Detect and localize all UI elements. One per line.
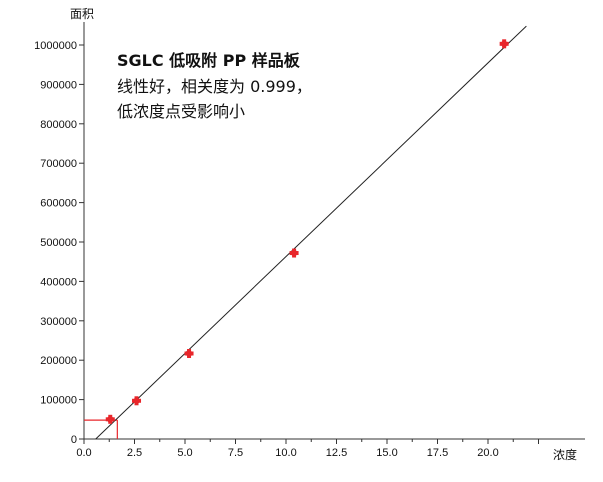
x-tick-label: 2.5: [127, 447, 142, 459]
x-axis-title: 浓度: [553, 447, 577, 462]
data-point: [499, 39, 509, 49]
x-tick-label: 0.0: [76, 447, 91, 459]
annotation-title: SGLC 低吸附 PP 样品板: [117, 51, 301, 70]
x-tick-label: 10.0: [275, 447, 296, 459]
annotation: SGLC 低吸附 PP 样品板 线性好，相关度为 0.999， 低浓度点受影响小: [117, 51, 312, 121]
y-tick-label: 300000: [40, 316, 77, 328]
x-tick-label: 7.5: [228, 447, 243, 459]
fit-line-group: [95, 25, 527, 440]
y-tick-label: 600000: [40, 198, 77, 210]
annotation-line-2: 线性好，相关度为 0.999，: [117, 77, 312, 96]
y-tick-label: 900000: [40, 79, 77, 91]
x-tick-label: 17.5: [427, 447, 448, 459]
y-tick-label: 800000: [40, 119, 77, 131]
axes: [83, 22, 585, 440]
data-point: [132, 396, 142, 406]
y-tick-label: 200000: [40, 355, 77, 367]
annotation-line-3: 低浓度点受影响小: [117, 102, 245, 121]
data-point: [184, 349, 194, 359]
data-point: [105, 414, 115, 424]
x-tick-label: 5.0: [177, 447, 192, 459]
y-tick-label: 500000: [40, 237, 77, 249]
y-axis-title: 面积: [70, 7, 94, 21]
x-tick-label: 15.0: [376, 447, 397, 459]
y-ticks: 0 100000 200000 300000 400000 500000 600000 700…: [34, 40, 84, 446]
y-tick-label: 700000: [40, 158, 77, 170]
fit-line: [95, 25, 527, 440]
y-tick-label: 400000: [40, 276, 77, 288]
x-tick-label: 20.0: [477, 447, 498, 459]
y-tick-label: 100000: [40, 395, 77, 407]
y-tick-label: 0: [71, 434, 77, 446]
x-ticks: 0.0 2.5 5.0 7.5 10.0 12.5 15.0 17.5 20.0: [76, 439, 539, 459]
data-points: [105, 39, 509, 424]
data-point: [289, 248, 299, 258]
y-tick-label: 1000000: [34, 40, 77, 52]
x-tick-label: 12.5: [326, 447, 347, 459]
